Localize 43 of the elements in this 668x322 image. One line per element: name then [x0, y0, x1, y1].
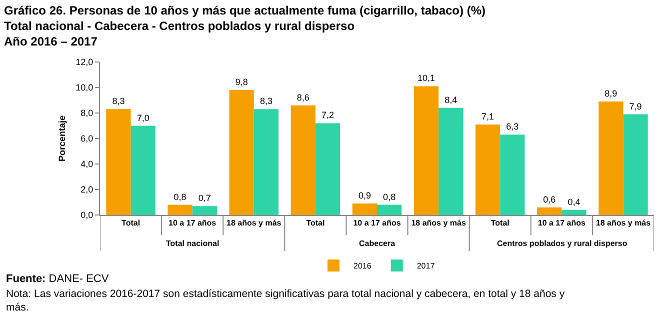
x-tick-label: 18 años y más [596, 218, 652, 228]
x-tick-label: 10 a 17 años [538, 218, 586, 228]
x-tick-label: Total [306, 218, 325, 228]
y-tick-label: 8,0 [80, 108, 94, 118]
x-tick-label: 10 a 17 años [353, 218, 402, 228]
x-tick-label: 18 años y más [411, 218, 466, 228]
data-label: 0,8 [174, 192, 186, 202]
y-tick-label: 6,0 [80, 134, 94, 144]
y-tick-label: 0,0 [80, 210, 94, 220]
y-axis-title: Porcentaje [57, 115, 68, 162]
data-label: 6,3 [506, 122, 519, 132]
data-label: 9,8 [235, 77, 248, 88]
data-label: 8,3 [260, 96, 272, 106]
data-label: 0,6 [543, 194, 556, 204]
text: Nota: Las variaciones 2016-2017 son estadísticamente significativas para total nacional y cabecera, en total y 18 años y más. [6, 288, 566, 314]
chart-title: Gráfico 26. Personas de 10 años y más que actualmente fuma (cigarrillo, tabaco) (%) Total nacional - Cabecera - Centros poblados y rural disperso Año 2016 – 2017 [4, 3, 486, 49]
source-note: Fuente: DANE- ECV [6, 273, 110, 285]
x-tick-label: Total [490, 218, 510, 228]
text: Centros poblados y rural disperso [497, 239, 628, 248]
text: Cabecera [359, 239, 396, 248]
legend-label: 2016 [354, 262, 372, 271]
data-label: 8,9 [604, 88, 618, 99]
data-label: 7,1 [482, 111, 494, 122]
y-tick-label: 4,0 [80, 159, 94, 170]
x-tick-label: 18 años y más [226, 218, 282, 228]
data-label: 0,7 [198, 193, 211, 204]
data-label: 7,2 [321, 110, 334, 120]
legend-label: 2017 [416, 262, 436, 271]
y-tick-label: 2,0 [80, 184, 94, 195]
data-label: 10,1 [417, 73, 436, 84]
y-tick-label: 12,0 [76, 57, 94, 68]
data-label: 0,9 [358, 190, 371, 201]
data-label: 0,4 [568, 196, 580, 207]
y-tick-label: 10,0 [76, 82, 94, 93]
data-label: 8,6 [296, 92, 310, 102]
x-tick-label: 10 a 17 años [168, 218, 217, 228]
data-label: 7,0 [136, 112, 150, 123]
text: Total nacional [166, 239, 220, 248]
data-label: 8,3 [112, 96, 125, 106]
data-label: 8,4 [444, 94, 458, 105]
data-label: 7,9 [629, 101, 642, 112]
x-tick-label: Total [122, 218, 140, 228]
data-label: 0,8 [383, 192, 396, 202]
